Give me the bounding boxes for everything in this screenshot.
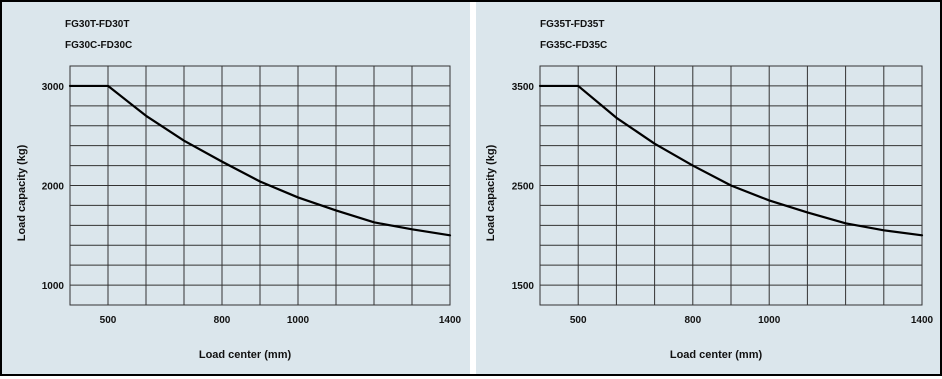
chart-panel-2: FG35T-FD35T FG35C-FD35C 500 800 1000 1400 1… <box>476 2 942 374</box>
chart-2-x-ticks: 500 800 1000 1400 <box>570 315 934 326</box>
chart-2-y-tick-label-3: 3500 <box>512 82 535 93</box>
chart-1-title-line-2: FG30C-FD30C <box>65 40 132 51</box>
chart-1-svg: FG30T-FD30T FG30C-FD30C 500 800 1000 1400 1… <box>2 2 470 374</box>
chart-1-title-line-1: FG30T-FD30T <box>65 19 129 30</box>
chart-2-x-tick-label-4: 1400 <box>911 315 934 326</box>
chart-1-y-tick-label-2: 2000 <box>42 182 65 193</box>
chart-2-title-line-1: FG35T-FD35T <box>540 19 604 30</box>
chart-2-x-axis-label: Load center (mm) <box>670 349 763 361</box>
chart-2-x-tick-label-2: 800 <box>684 315 701 326</box>
chart-2-svg: FG35T-FD35T FG35C-FD35C 500 800 1000 1400 1… <box>476 2 942 374</box>
chart-1-y-ticks: 1000 2000 3000 <box>42 82 65 292</box>
chart-panel-1: FG30T-FD30T FG30C-FD30C 500 800 1000 1400 1… <box>2 2 470 374</box>
chart-2-y-axis-label: Load capacity (kg) <box>485 144 497 241</box>
chart-1-y-tick-label-1: 1000 <box>42 281 65 292</box>
chart-2-y-tick-label-2: 2500 <box>512 182 535 193</box>
chart-1-x-ticks: 500 800 1000 1400 <box>100 315 462 326</box>
chart-1-x-tick-label-3: 1000 <box>287 315 310 326</box>
chart-1-x-axis-label: Load center (mm) <box>199 349 292 361</box>
chart-2-x-tick-label-3: 1000 <box>758 315 781 326</box>
chart-1-x-tick-label-4: 1400 <box>439 315 462 326</box>
chart-2-x-tick-label-1: 500 <box>570 315 587 326</box>
chart-1-y-tick-label-3: 3000 <box>42 82 65 93</box>
chart-2-y-ticks: 1500 2500 3500 <box>512 82 535 292</box>
chart-2-y-tick-label-1: 1500 <box>512 281 535 292</box>
chart-1-y-axis-label: Load capacity (kg) <box>16 144 28 241</box>
chart-2-title-line-2: FG35C-FD35C <box>540 40 607 51</box>
chart-1-x-tick-label-2: 800 <box>214 315 231 326</box>
chart-1-x-tick-label-1: 500 <box>100 315 117 326</box>
